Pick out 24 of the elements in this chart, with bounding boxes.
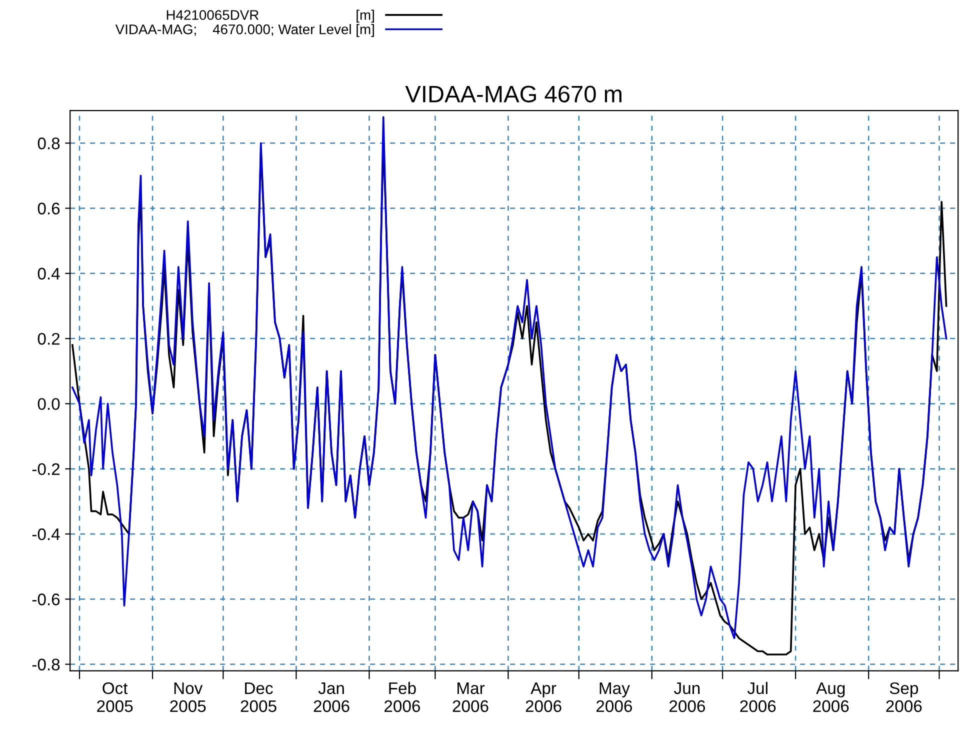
x-tick-label: Dec 2005 [240,682,276,712]
x-tick-label: Apr 2006 [526,682,562,712]
x-tick-label: Jul 2006 [740,682,776,712]
y-tick-label: 0.6 [38,202,60,214]
y-tick-label: 0.2 [38,332,60,345]
legend-label: H4210065DVR [m] [166,10,374,23]
y-tick-label: -0.8 [32,658,60,670]
x-tick-label: Jun 2006 [670,682,706,712]
x-tick-label: Feb 2006 [384,682,420,712]
y-tick-label: 0.0 [38,398,60,410]
y-tick-label: -0.6 [32,594,60,606]
x-tick-label: Nov 2005 [170,682,206,712]
x-tick-label: Sep 2006 [886,682,922,712]
y-tick-label: -0.2 [32,463,60,476]
x-tick-label: Oct 2005 [97,682,133,712]
x-tick-label: May 2006 [596,682,632,712]
x-tick-label: Mar 2006 [452,682,488,712]
x-tick-label: Jan 2006 [314,682,350,712]
legend-label: VIDAA-MAG; 4670.000; Water Level [m] [115,24,374,38]
y-tick-label: -0.4 [32,528,60,540]
chart-title: VIDAA-MAG 4670 m [405,86,622,102]
x-tick-label: Aug 2006 [813,682,849,712]
y-tick-label: 0.4 [38,268,60,280]
y-tick-label: 0.8 [38,138,60,150]
